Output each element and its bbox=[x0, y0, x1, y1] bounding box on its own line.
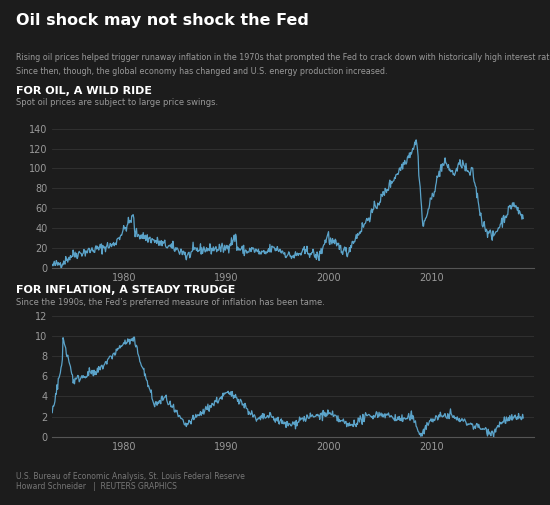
Text: U.S. Bureau of Economic Analysis, St. Louis Federal Reserve: U.S. Bureau of Economic Analysis, St. Lo… bbox=[16, 472, 245, 481]
Text: Since the 1990s, the Fed’s preferred measure of inflation has been tame.: Since the 1990s, the Fed’s preferred mea… bbox=[16, 298, 326, 307]
Text: Spot oil prices are subject to large price swings.: Spot oil prices are subject to large pri… bbox=[16, 98, 219, 108]
Text: FOR OIL, A WILD RIDE: FOR OIL, A WILD RIDE bbox=[16, 86, 152, 96]
Text: Oil shock may not shock the Fed: Oil shock may not shock the Fed bbox=[16, 13, 309, 28]
Text: Howard Schneider   |  REUTERS GRAPHICS: Howard Schneider | REUTERS GRAPHICS bbox=[16, 482, 177, 491]
Text: Rising oil prices helped trigger runaway inflation in the 1970s that prompted th: Rising oil prices helped trigger runaway… bbox=[16, 53, 550, 62]
Text: Since then, though, the global economy has changed and U.S. energy production in: Since then, though, the global economy h… bbox=[16, 67, 388, 76]
Text: FOR INFLATION, A STEADY TRUDGE: FOR INFLATION, A STEADY TRUDGE bbox=[16, 285, 236, 295]
